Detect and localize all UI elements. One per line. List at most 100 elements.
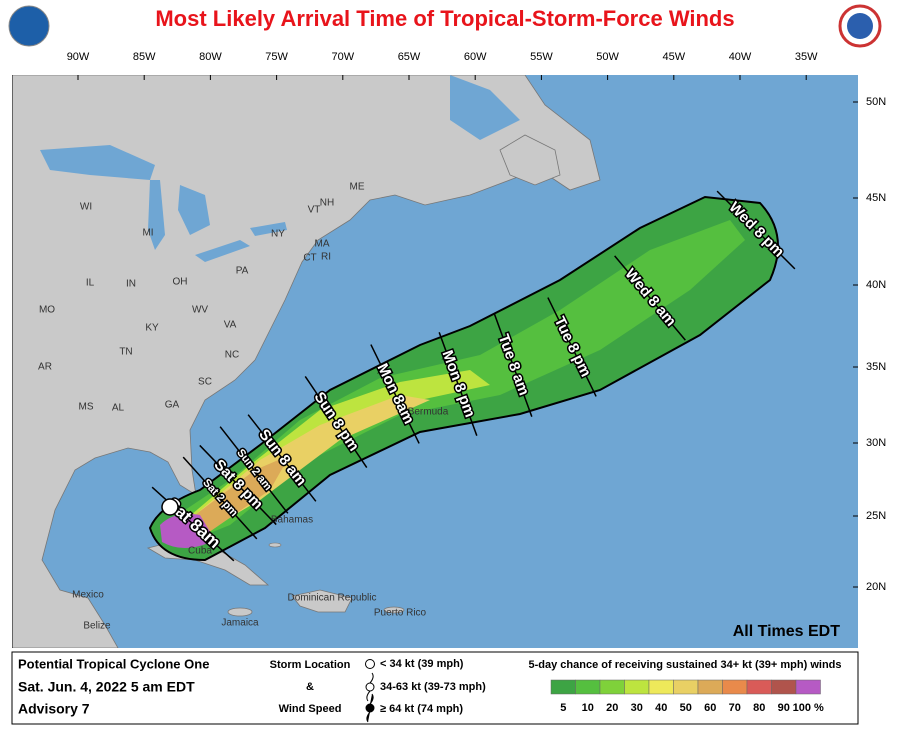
place-label: OH — [173, 277, 188, 288]
place-label: AR — [38, 362, 52, 373]
place-label: NC — [225, 350, 239, 361]
scale-swatch — [599, 679, 625, 695]
scale-label: 10 — [582, 702, 594, 714]
latitude-label: 30N — [866, 437, 886, 449]
longitude-label: 45W — [662, 51, 685, 63]
latitude-label: 25N — [866, 510, 886, 522]
place-label: CT — [303, 253, 316, 264]
key-item: ≥ 64 kt (74 mph) — [380, 703, 463, 715]
scale-swatch — [550, 679, 576, 695]
advisory-number: Advisory 7 — [18, 701, 90, 717]
place-label: WI — [80, 202, 92, 213]
place-label: IN — [126, 279, 136, 290]
key-item: < 34 kt (39 mph) — [380, 658, 464, 670]
latitude-label: 40N — [866, 279, 886, 291]
longitude-label: 35W — [795, 51, 818, 63]
lake-erie — [195, 240, 250, 262]
longitude-label: 80W — [199, 51, 222, 63]
symbol-weak — [365, 659, 375, 669]
title: Most Likely Arrival Time of Tropical-Sto… — [155, 6, 734, 31]
storm-name: Potential Tropical Cyclone One — [18, 656, 209, 671]
lake-ontario — [250, 222, 287, 236]
latitude-label: 20N — [866, 581, 886, 593]
place-label: Jamaica — [221, 618, 259, 629]
time-line — [182, 456, 258, 540]
scale-swatch — [746, 679, 772, 695]
place-label: ME — [350, 182, 365, 193]
key-item: 34-63 kt (39-73 mph) — [380, 681, 486, 693]
place-label: NY — [271, 229, 285, 240]
place-label: MA — [315, 239, 330, 250]
time-line — [547, 297, 597, 397]
scale-label: 30 — [631, 702, 643, 714]
place-label: WV — [192, 305, 208, 316]
probability-scale: 5 10 20 30 40 50 60 70 80 90 100 % — [550, 679, 824, 714]
time-line — [247, 414, 317, 502]
time-line — [199, 444, 277, 526]
scale-label: 50 — [680, 702, 692, 714]
scale-label: 20 — [606, 702, 618, 714]
place-label: Bermuda — [408, 407, 449, 418]
time-line — [614, 255, 686, 341]
place-label: VA — [224, 320, 237, 331]
place-label: Mexico — [72, 590, 104, 601]
scale-label: 90 — [778, 702, 790, 714]
place-label: TN — [119, 347, 132, 358]
place-label: MO — [39, 305, 55, 316]
scale-label: 70 — [729, 702, 741, 714]
scale-swatch — [673, 679, 699, 695]
longitude-label: 90W — [67, 51, 90, 63]
time-line — [493, 313, 533, 417]
scale-swatch — [771, 679, 797, 695]
place-label: RI — [321, 252, 331, 263]
latitude-label: 45N — [866, 192, 886, 204]
key-heading: Wind Speed — [279, 703, 342, 715]
scale-label: 80 — [753, 702, 765, 714]
place-label: MS — [79, 402, 94, 413]
place-label: VT — [308, 205, 321, 216]
key-heading: & — [306, 681, 314, 693]
time-line — [370, 344, 420, 444]
place-label: GA — [165, 400, 180, 411]
longitude-label: 85W — [133, 51, 156, 63]
longitude-label: 50W — [596, 51, 619, 63]
noaa-logo — [8, 5, 50, 47]
latitude-label: 35N — [866, 361, 886, 373]
scale-label: 100 % — [793, 702, 824, 714]
place-label: MI — [142, 228, 153, 239]
lake-superior — [40, 145, 155, 180]
longitude-label: 65W — [398, 51, 421, 63]
scale-title: 5-day chance of receiving sustained 34+ … — [529, 659, 842, 671]
longitude-label: 70W — [331, 51, 354, 63]
longitude-label: 55W — [530, 51, 553, 63]
place-label: Bahamas — [271, 515, 313, 526]
place-label: SC — [198, 377, 212, 388]
place-label: NH — [320, 198, 334, 209]
place-label: KY — [145, 323, 159, 334]
lake-michigan — [148, 180, 165, 250]
place-label: AL — [112, 403, 125, 414]
longitude-label: 40W — [729, 51, 752, 63]
scale-label: 5 — [560, 702, 566, 714]
place-label: IL — [86, 278, 95, 289]
symbol-hurricane — [365, 693, 375, 723]
lake-huron — [178, 185, 210, 235]
time-line — [219, 426, 289, 514]
jamaica-island — [227, 607, 253, 617]
cone-band-100 — [160, 513, 215, 549]
time-line — [304, 375, 368, 469]
longitude-label: 75W — [265, 51, 288, 63]
scale-swatch — [648, 679, 674, 695]
place-label: Belize — [83, 621, 111, 632]
scale-label: 60 — [704, 702, 716, 714]
time-line — [438, 332, 478, 436]
advisory-date: Sat. Jun. 4, 2022 5 am EDT — [18, 679, 195, 695]
place-label: Dominican Republic — [288, 593, 377, 604]
scale-label: 40 — [655, 702, 667, 714]
key-heading: Storm Location — [270, 659, 351, 671]
hispaniola — [291, 589, 353, 613]
scale-swatch — [624, 679, 650, 695]
cone-band-60 — [195, 455, 290, 535]
